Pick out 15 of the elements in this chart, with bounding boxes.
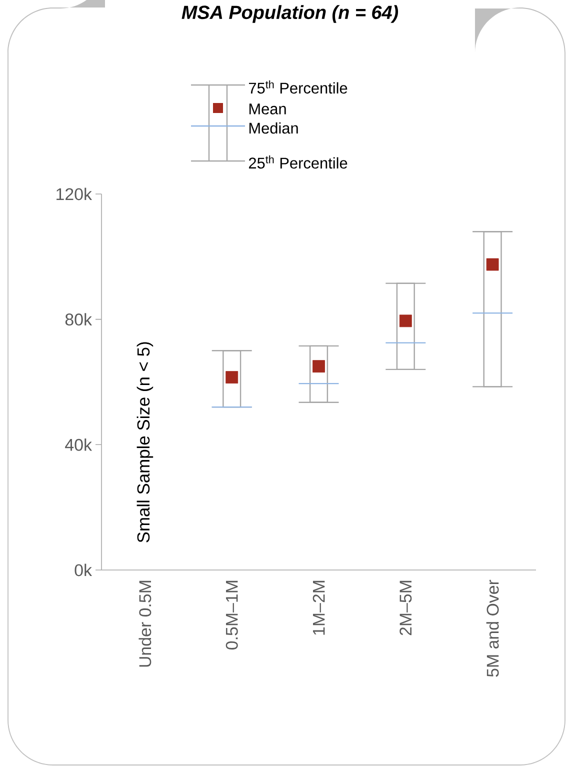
x-tick-label: Under 0.5M (138, 580, 152, 667)
x-tick-label: 1M–2M (312, 580, 325, 635)
y-tick-label: 80k (65, 313, 92, 326)
y-tick-label: 0k (74, 564, 92, 576)
chart-title: MSA Population (n = 64) (182, 5, 398, 23)
text: Mean (249, 104, 286, 114)
text: Median (249, 122, 298, 134)
x-tick-label: 2M–5M (400, 580, 412, 636)
annotation: Small Sample Size (n < 5) (136, 342, 154, 542)
x-tick-label: 0.5M–1M (226, 580, 238, 650)
text: 25$^{th}$ Percentile (248, 155, 348, 169)
text: 75$^{th}$ Percentile (248, 80, 348, 94)
y-tick-label: 40k (65, 438, 92, 451)
x-tick-label: 5M and Over (486, 580, 499, 677)
y-tick-label: 120k (56, 188, 92, 200)
